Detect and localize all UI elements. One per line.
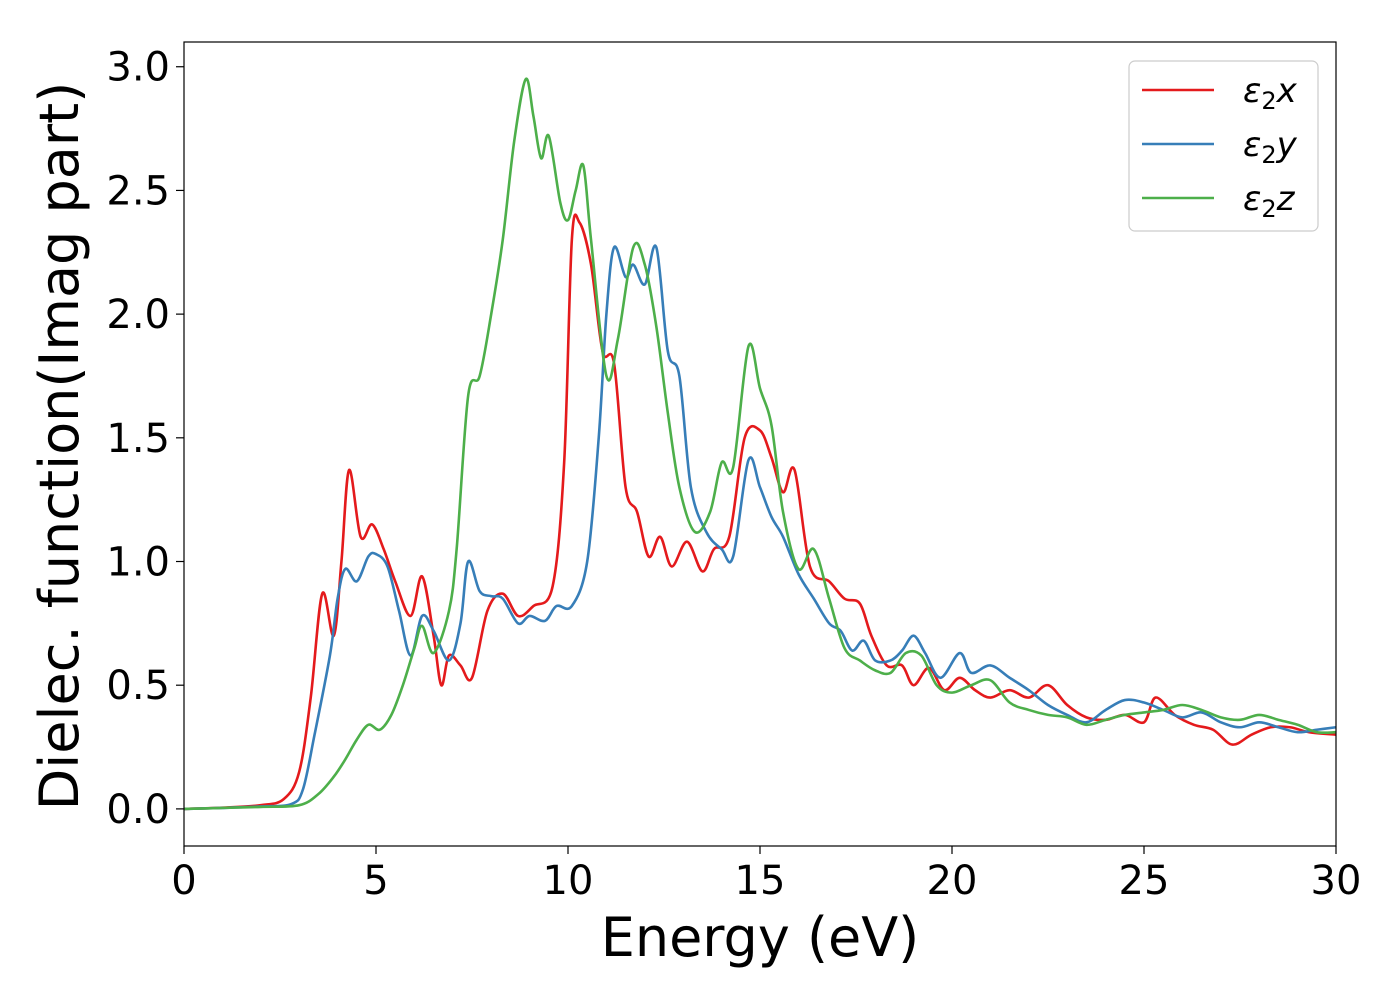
legend-label: ε2y <box>1243 125 1298 169</box>
x-axis-label: Energy (eV) <box>601 906 920 969</box>
y-tick-label: 0.5 <box>106 663 170 709</box>
x-tick-label: 20 <box>927 858 978 904</box>
legend-label: ε2x <box>1243 71 1298 115</box>
x-tick-label: 30 <box>1311 858 1362 904</box>
y-tick-label: 1.0 <box>106 540 170 586</box>
x-tick-label: 25 <box>1119 858 1170 904</box>
y-tick-label: 3.0 <box>106 45 170 91</box>
legend: ε2x ε2y ε2z <box>1128 60 1319 232</box>
series-line-z <box>183 77 1337 811</box>
y-tick-label: 2.5 <box>106 168 170 214</box>
legend-entry-z: ε2z <box>1142 179 1296 223</box>
series-line-x <box>183 213 1337 811</box>
series-line-y <box>183 244 1337 811</box>
x-axis-ticks: 0 5 10 15 20 25 30 <box>171 846 1361 904</box>
y-tick-label: 1.5 <box>106 416 170 462</box>
y-tick-label: 2.0 <box>106 292 170 338</box>
series-layer <box>183 77 1337 811</box>
y-axis-ticks: 0.0 0.5 1.0 1.5 2.0 2.5 3.0 <box>106 45 184 833</box>
y-tick-label: 0.0 <box>106 787 170 833</box>
legend-entry-x: ε2x <box>1142 71 1298 115</box>
x-tick-label: 5 <box>363 858 388 904</box>
legend-label: ε2z <box>1243 179 1296 223</box>
x-tick-label: 10 <box>543 858 594 904</box>
x-tick-label: 15 <box>735 858 786 904</box>
y-axis-label: Dielec. function(Imag part) <box>28 82 91 811</box>
legend-entry-y: ε2y <box>1142 125 1298 169</box>
x-tick-label: 0 <box>171 858 196 904</box>
legend-box <box>1128 60 1319 232</box>
